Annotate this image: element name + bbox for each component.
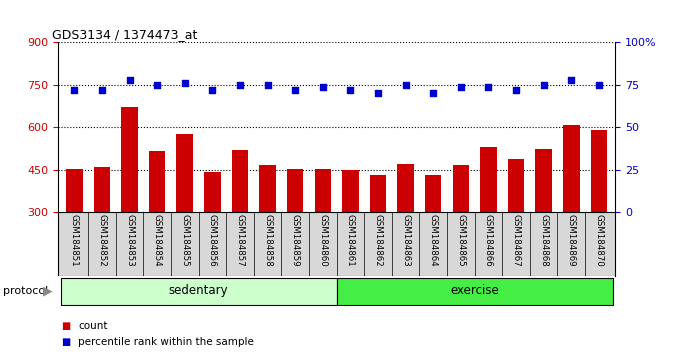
Point (373, 91, 384, 96)
Point (456, 84, 466, 90)
Point (235, 82, 245, 88)
Point (345, 87, 356, 93)
Bar (480, 147, 496, 212)
Point (483, 84, 494, 90)
Point (152, 82, 163, 88)
Text: GSM184855: GSM184855 (180, 214, 189, 267)
Bar (370, 175, 386, 212)
Bar (342, 170, 358, 212)
Bar (337, 278, 613, 305)
Bar (590, 130, 607, 212)
Text: GSM184859: GSM184859 (290, 214, 300, 267)
Point (400, 82, 411, 88)
Point (290, 87, 301, 93)
Text: GSM184866: GSM184866 (484, 214, 493, 267)
Text: GSM184862: GSM184862 (373, 214, 383, 267)
Bar (563, 125, 579, 212)
Text: protocol: protocol (3, 286, 49, 296)
Text: GSM184863: GSM184863 (401, 214, 410, 267)
Text: ■: ■ (61, 321, 71, 331)
Text: GSM184852: GSM184852 (97, 214, 107, 267)
Text: GSM184857: GSM184857 (235, 214, 245, 267)
Bar (177, 134, 193, 212)
Text: GSM184867: GSM184867 (511, 214, 520, 267)
Bar (204, 172, 221, 212)
Text: GSM184868: GSM184868 (539, 214, 548, 267)
Point (69, 87, 80, 93)
Point (538, 82, 549, 88)
Text: GSM184860: GSM184860 (318, 214, 327, 267)
Point (180, 80, 190, 86)
Text: GDS3134 / 1374473_at: GDS3134 / 1374473_at (52, 28, 198, 41)
Text: GSM184864: GSM184864 (428, 214, 438, 267)
Text: ■: ■ (61, 337, 71, 347)
Bar (535, 149, 552, 212)
Text: percentile rank within the sample: percentile rank within the sample (78, 337, 254, 347)
Bar (232, 150, 248, 212)
Bar (287, 169, 303, 212)
Text: GSM184861: GSM184861 (346, 214, 355, 267)
Point (511, 87, 522, 93)
Text: GSM184854: GSM184854 (153, 214, 162, 267)
Bar (259, 165, 276, 212)
Text: sedentary: sedentary (169, 284, 228, 297)
Point (207, 87, 218, 93)
Point (428, 91, 439, 96)
Point (318, 84, 328, 90)
Bar (425, 175, 441, 212)
Text: ▶: ▶ (43, 285, 52, 298)
Point (124, 77, 135, 83)
Text: GSM184865: GSM184865 (456, 214, 465, 267)
Bar (315, 169, 331, 212)
Text: GSM184869: GSM184869 (566, 214, 576, 267)
Bar (61, 278, 337, 305)
Bar (508, 159, 524, 212)
Text: GSM184856: GSM184856 (208, 214, 217, 267)
Text: GSM184853: GSM184853 (125, 214, 134, 267)
Bar (452, 165, 469, 212)
Point (262, 82, 273, 88)
Text: GSM184858: GSM184858 (263, 214, 272, 267)
Bar (94, 166, 110, 212)
Bar (121, 107, 138, 212)
Point (97, 87, 107, 93)
Bar (66, 169, 83, 212)
Point (566, 77, 577, 83)
Text: count: count (78, 321, 107, 331)
Bar (149, 151, 165, 212)
Text: GSM184870: GSM184870 (594, 214, 603, 267)
Bar (397, 164, 414, 212)
Text: exercise: exercise (450, 284, 499, 297)
Text: GSM184851: GSM184851 (70, 214, 79, 267)
Point (594, 82, 605, 88)
